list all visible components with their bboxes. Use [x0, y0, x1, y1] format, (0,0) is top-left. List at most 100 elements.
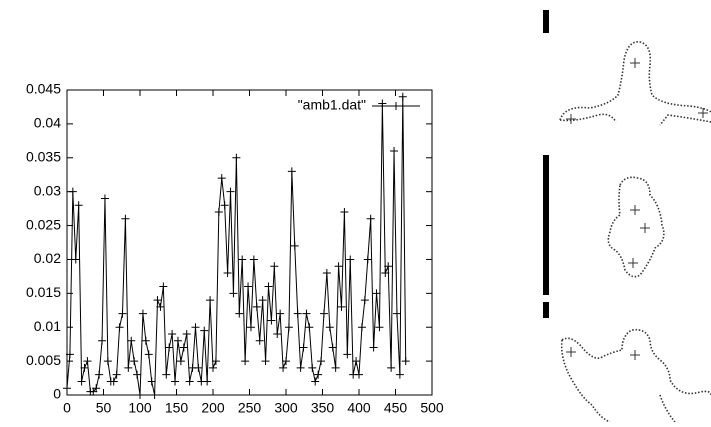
x-tick-label: 100 — [128, 400, 152, 416]
point-marker — [235, 309, 244, 318]
indicator-bar — [543, 10, 549, 33]
point-marker — [209, 363, 217, 372]
point-marker — [214, 208, 223, 216]
point-marker — [270, 262, 279, 271]
x-tick-label: 300 — [274, 400, 298, 416]
point-marker — [176, 357, 185, 366]
point-marker — [352, 357, 361, 366]
indicator-bar — [543, 302, 549, 318]
point-marker — [325, 323, 334, 332]
point-marker — [340, 208, 349, 216]
point-marker — [305, 323, 314, 332]
point-marker — [147, 377, 156, 386]
point-marker — [363, 255, 372, 264]
point-marker — [211, 357, 220, 366]
x-tick-label: 0 — [63, 400, 71, 416]
point-marker — [133, 370, 142, 379]
indicator-bar — [543, 155, 549, 295]
point-marker — [273, 330, 282, 338]
point-marker — [162, 370, 171, 379]
point-marker — [112, 370, 121, 379]
y-tick-label: 0.045 — [26, 81, 61, 97]
point-marker — [369, 343, 378, 352]
point-marker — [264, 282, 273, 291]
point-marker — [282, 357, 290, 366]
point-marker — [100, 194, 109, 203]
point-marker — [290, 241, 299, 250]
point-marker — [293, 309, 302, 318]
silhouette — [560, 328, 711, 423]
y-tick-label: 0.015 — [26, 284, 61, 300]
point-marker — [244, 282, 253, 291]
point-marker — [314, 370, 323, 379]
point-marker — [63, 384, 71, 393]
point-marker — [334, 262, 343, 271]
point-marker — [390, 147, 399, 155]
y-tick-label: 0.04 — [34, 115, 61, 131]
point-marker — [223, 269, 232, 277]
point-marker — [311, 377, 320, 386]
point-marker — [153, 296, 162, 305]
point-marker — [322, 269, 331, 277]
point-marker — [77, 377, 86, 386]
point-marker — [319, 309, 328, 318]
point-marker — [127, 336, 136, 345]
point-marker — [360, 296, 369, 305]
plot-frame — [66, 89, 433, 396]
point-marker — [194, 363, 203, 372]
point-marker — [136, 391, 144, 399]
y-tick-label: 0.005 — [26, 352, 61, 368]
point-marker — [284, 323, 293, 332]
x-tick-label: 150 — [165, 400, 189, 416]
point-marker — [173, 336, 182, 345]
point-marker — [392, 309, 401, 318]
point-marker — [381, 269, 390, 277]
point-marker — [203, 377, 212, 386]
legend-marker — [392, 102, 400, 110]
point-marker — [118, 309, 127, 318]
x-tick-label: 400 — [347, 400, 371, 416]
point-marker — [217, 174, 226, 183]
point-marker — [103, 357, 112, 366]
point-marker — [398, 92, 407, 101]
point-marker — [328, 343, 337, 352]
point-marker — [144, 350, 153, 359]
y-tick-label: 0.035 — [26, 148, 61, 164]
point-marker — [355, 370, 363, 379]
point-marker — [98, 336, 107, 345]
point-marker — [258, 296, 267, 305]
point-marker — [182, 330, 191, 338]
point-marker — [220, 201, 229, 210]
point-marker — [375, 323, 384, 332]
point-marker — [337, 302, 346, 311]
point-marker — [287, 167, 296, 176]
point-marker — [124, 363, 133, 372]
point-marker — [121, 214, 130, 223]
point-marker — [308, 363, 317, 372]
point-marker — [68, 187, 77, 196]
silhouette — [607, 176, 665, 278]
point-marker — [384, 262, 393, 271]
point-marker — [165, 343, 174, 352]
point-marker — [279, 363, 288, 372]
point-marker — [226, 187, 235, 196]
x-tick-label: 500 — [420, 400, 444, 416]
point-marker — [317, 357, 326, 366]
point-marker — [95, 370, 104, 379]
point-marker — [249, 255, 258, 264]
x-tick-label: 250 — [238, 400, 262, 416]
point-marker — [238, 255, 247, 264]
y-tick-label: 0.02 — [34, 250, 61, 266]
point-marker — [401, 357, 410, 366]
point-marker — [159, 282, 168, 291]
series-line — [66, 96, 407, 396]
keypoint — [566, 58, 708, 360]
point-marker — [229, 289, 238, 298]
point-marker — [171, 377, 180, 386]
point-marker — [232, 153, 241, 162]
point-marker — [185, 377, 194, 386]
point-marker — [378, 99, 387, 108]
point-marker — [179, 343, 188, 352]
point-marker — [83, 357, 92, 366]
